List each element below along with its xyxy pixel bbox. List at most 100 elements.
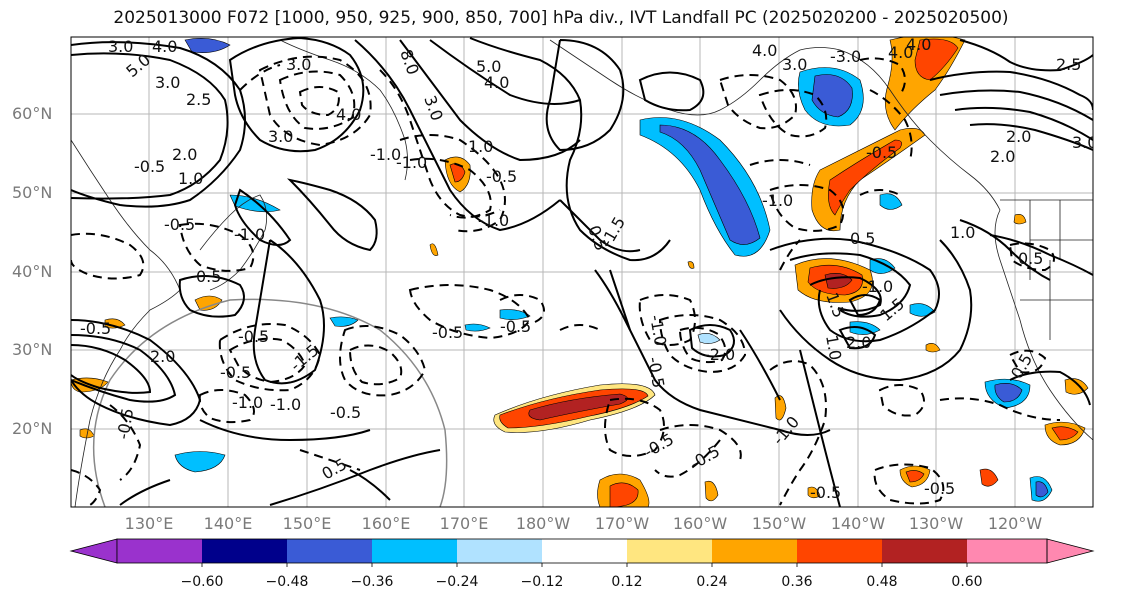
contour-label: 4.0 bbox=[336, 105, 361, 124]
shade-ec-neg-4 bbox=[909, 303, 936, 317]
lon-label: 160°W bbox=[672, 514, 728, 533]
contour-label: -0.5 bbox=[80, 319, 111, 338]
lon-label: 130°W bbox=[908, 514, 964, 533]
plot-area: 3.0 4.0 5.0 3.0 2.5 3.0 4.0 3.0 2.0 8.0 … bbox=[71, 35, 1097, 507]
lat-label: 40°N bbox=[12, 262, 53, 281]
lon-label: 130°E bbox=[124, 514, 174, 533]
shade-mid-neg bbox=[329, 316, 359, 327]
shade-japan-neg bbox=[229, 194, 281, 213]
contour-label: -0.5 bbox=[164, 215, 195, 234]
lon-label: 140°E bbox=[203, 514, 253, 533]
colorbar-tick-label: 0.60 bbox=[951, 574, 983, 590]
contour-label: 3.0 bbox=[108, 37, 133, 56]
colorbar-bin bbox=[542, 539, 627, 563]
lon-label: 180°W bbox=[515, 514, 571, 533]
shade-sw-neg bbox=[174, 451, 226, 473]
contour-label: 2.5 bbox=[1056, 55, 1081, 74]
colorbar-tick-label: −0.48 bbox=[265, 574, 309, 590]
contour-label: -0.5 bbox=[866, 143, 897, 162]
colorbar-extend-high bbox=[1046, 538, 1095, 564]
shade-small-pos-2 bbox=[687, 261, 695, 269]
contour-label: 2.0 bbox=[150, 347, 175, 366]
shade-mid-neg-3 bbox=[464, 323, 491, 332]
contour-label: 4.0 bbox=[752, 41, 777, 60]
shade-south-pos-core bbox=[609, 482, 639, 507]
lon-label: 150°E bbox=[282, 514, 332, 533]
lon-label: 120°W bbox=[987, 514, 1043, 533]
shade-ec-neg-5-core bbox=[994, 383, 1023, 403]
colorbar-tick-label: −0.60 bbox=[180, 574, 224, 590]
lon-label: 170°E bbox=[439, 514, 489, 533]
lon-label: 170°W bbox=[594, 514, 650, 533]
contour-label: 4.0 bbox=[888, 43, 913, 62]
shade-center-light bbox=[697, 333, 721, 344]
colorbar-tick-label: −0.12 bbox=[520, 574, 564, 590]
contour-label: 3.0 bbox=[155, 73, 180, 92]
shade-trop-pos-4 bbox=[1013, 214, 1027, 225]
shade-small-pos bbox=[429, 243, 439, 256]
contour-label: 4.0 bbox=[484, 73, 509, 92]
shade-small-pos-5 bbox=[807, 486, 821, 499]
contour-label: 2.0 bbox=[172, 145, 197, 164]
shade-gulf-neg-core bbox=[811, 74, 853, 118]
contour-label: -3.0 bbox=[830, 47, 861, 66]
contour-label: 2.0 bbox=[846, 333, 871, 352]
contour-label: -0.5 bbox=[238, 327, 269, 346]
lon-label: 160°E bbox=[361, 514, 411, 533]
contour-label: 4.0 bbox=[152, 37, 177, 56]
contour-label: -1.0 bbox=[478, 211, 509, 230]
lon-label: 140°W bbox=[830, 514, 886, 533]
contour-label: -1.0 bbox=[232, 393, 263, 412]
contour-label: -0.5 bbox=[486, 167, 517, 186]
contour-label: -1.0 bbox=[270, 395, 301, 414]
shade-ec-neg-1 bbox=[869, 258, 896, 274]
map-title: 2025013000 F072 [1000, 950, 925, 900, 85… bbox=[113, 8, 1009, 28]
shade-gulf-pos-core bbox=[914, 38, 959, 81]
dashed-contours bbox=[71, 55, 1061, 507]
colorbar-extend-low bbox=[69, 538, 118, 564]
shade-mid-neg-2 bbox=[499, 309, 531, 320]
contour-label: 1.0 bbox=[178, 169, 203, 188]
colorbar-bin bbox=[287, 539, 372, 563]
contour-label: 4.0 bbox=[906, 35, 931, 54]
contour-label: -0.5 bbox=[220, 363, 251, 382]
contour-label: 0.5 bbox=[196, 267, 221, 286]
lat-label: 20°N bbox=[12, 419, 53, 438]
contour-labels: 3.0 4.0 5.0 3.0 2.5 3.0 4.0 3.0 2.0 8.0 … bbox=[80, 35, 1097, 502]
solid-contours bbox=[71, 37, 1093, 507]
contour-label: -1.0 bbox=[234, 225, 265, 244]
colorbar-tick-label: 0.36 bbox=[781, 574, 813, 590]
contour-label: 1.0 bbox=[950, 223, 975, 242]
colorbar-bin bbox=[627, 539, 712, 563]
shade-ec-neg-2 bbox=[879, 193, 903, 210]
contour-label: 3.0 bbox=[782, 55, 807, 74]
shade-band-pos-core bbox=[528, 393, 628, 421]
colorbar-bin bbox=[202, 539, 287, 563]
contour-label: 1.0 bbox=[468, 137, 493, 156]
colorbar-bin bbox=[797, 539, 882, 563]
shade-baja-pos-core bbox=[1051, 426, 1079, 441]
contour-label: 2.5 bbox=[186, 90, 211, 109]
contour-label: 3.0 bbox=[1072, 133, 1097, 152]
colorbar-bin bbox=[712, 539, 797, 563]
contour-label: -2.0 bbox=[704, 345, 735, 364]
shade-small-pos-3 bbox=[925, 343, 941, 353]
contour-label: 2.0 bbox=[990, 147, 1015, 166]
colorbar-tick-label: −0.24 bbox=[435, 574, 479, 590]
contour-label: 1.0 bbox=[822, 333, 845, 361]
colorbar-bin bbox=[882, 539, 967, 563]
shade-coast-pos-core bbox=[828, 139, 902, 216]
contour-label: -0.5 bbox=[134, 157, 165, 176]
colorbar-bin bbox=[967, 539, 1047, 563]
divergence-shading bbox=[71, 37, 1089, 507]
colorbar-bin bbox=[457, 539, 542, 563]
contour-label: 3.0 bbox=[286, 55, 311, 74]
contour-label: 2.0 bbox=[1006, 127, 1031, 146]
shade-alaska-neg-1-core bbox=[659, 124, 761, 245]
shade-trop-pos-2 bbox=[704, 481, 719, 502]
contour-label: -1.0 bbox=[762, 191, 793, 210]
colorbar-tick-label: 0.24 bbox=[696, 574, 728, 590]
contour-label: 0.5 bbox=[1018, 249, 1043, 268]
lat-label: 50°N bbox=[12, 183, 53, 202]
contour-label: -0.5 bbox=[500, 317, 531, 336]
